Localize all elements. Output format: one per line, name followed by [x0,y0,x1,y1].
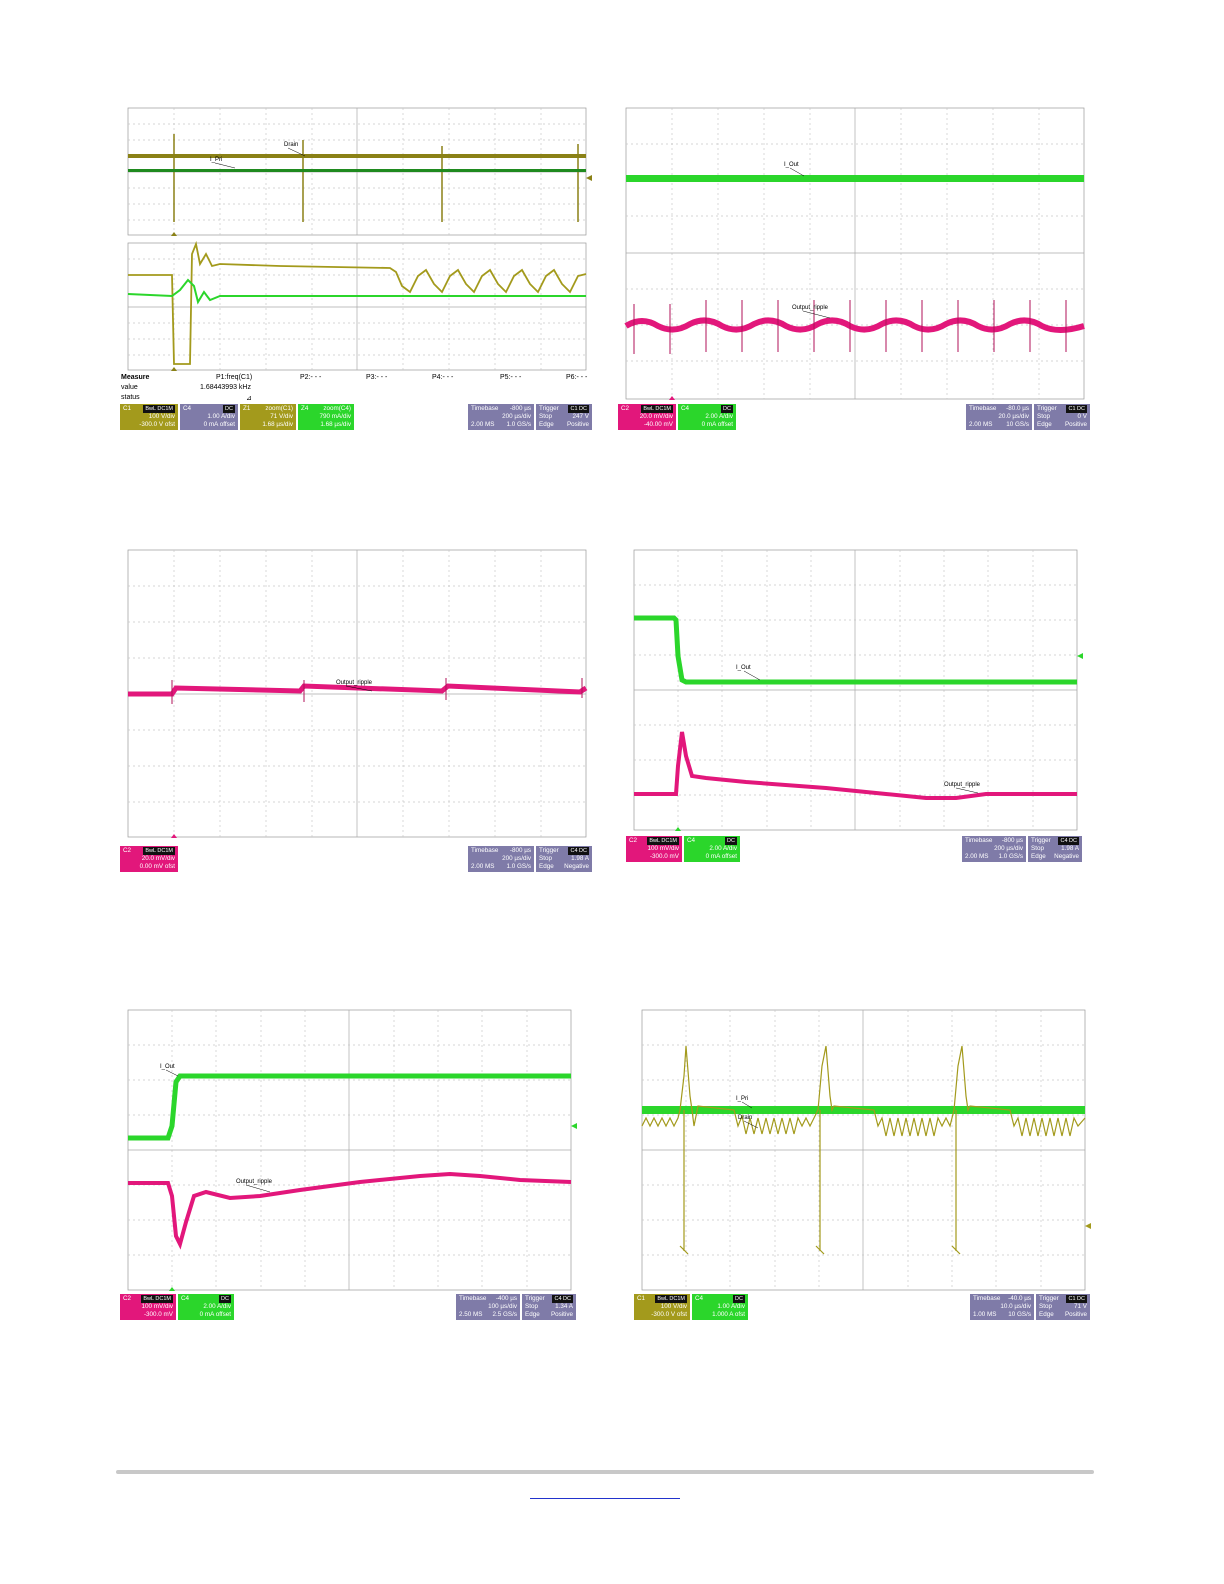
scope2-ripple-spikes [633,300,1067,354]
scope5-trigger-box: Trigger C4 DC Stop 1.34 A Edge Positive [522,1294,576,1320]
scope2-status-bar: C2 BwL DC1M 20.0 mV/div -40.00 mV C4 DC 2.0… [618,404,1090,430]
scope5-timebase-box: Timebase -400 µs 100 µs/div 2.50 MS 2.5 GS… [456,1294,520,1320]
measure-value-label: value [121,384,138,391]
scope1-grid-bottom [127,242,587,371]
scope4-grid [633,549,1078,831]
scope-capture-2: I_Out Output_ripple C2 BwL DC1M 20.0 mV/d… [618,104,1090,434]
scope5-screen: I_Out Output_ripple [127,1009,577,1291]
scope1-timebase-box: Timebase -800 µs 200 µs/div 2.00 MS 1.0 GS… [468,404,534,430]
scope1-z1-box: Z1 zoom(C1) 71 V/div 1.68 µs/div [240,404,296,430]
scope6-grid [641,1009,1086,1291]
scope1-trace-drain-top [128,134,586,222]
scope6-trace-ipri [642,1106,1085,1114]
scope6-label-ipri: I_Pri [736,1096,748,1102]
scope1-c4-box: C4 DC 1.00 A/div 0 mA offset [180,404,238,430]
scope4-label-ripple: Output_ripple [944,782,981,788]
scope6-status-bar: C1 BwL DC1M 100 V/div -300.0 V ofst C4 DC 1… [634,1294,1090,1320]
scope4-status-bar: C2 BwL DC1M 100 mV/div -300.0 mV C4 DC 2.00… [626,836,1082,862]
scope5-label-ripple: Output_ripple [236,1179,273,1185]
scope5-c2-box: C2 BwL DC1M 100 mV/div -300.0 mV [120,1294,176,1320]
measure-p3: P3:- - - [366,374,388,381]
scope3-label-ripple: Output_ripple [336,680,373,686]
scope1-status-bar: C1 BwL DC1M 100 V/div -300.0 V ofst C4 DC 1… [120,404,592,430]
scope4-trigger-box: Trigger C4 DC Stop 1.98 A Edge Negative [1028,836,1082,862]
scope4-screen: I_Out Output_ripple [633,549,1083,831]
measure-p4: P4:- - - [432,374,454,381]
scope4-trace-ripple [634,731,1077,800]
scope1-trace-drain-zoom [128,240,587,365]
measure-p1-value: 1.68443993 kHz [200,384,251,391]
scope2-trigger-box: Trigger C1 DC Stop 0 V Edge Positive [1034,404,1090,430]
scope-capture-3: Output_ripple C2 BwL DC1M 20.0 mV/div 0.00… [120,546,592,876]
scope6-trace-drain [641,1045,1086,1137]
scope-capture-4: I_Out Output_ripple C2 BwL DC1M 100 mV/di… [626,546,1086,876]
measure-status-label: status [121,394,140,401]
scope6-timebase-box: Timebase -40.0 µs 10.0 µs/div 1.00 MS 10 G… [970,1294,1034,1320]
scope5-c4-box: C4 DC 2.00 A/div 0 mA offset [178,1294,234,1320]
scope3-ripple-spikes [171,678,583,704]
scope5-grid [127,1009,572,1291]
scope1-z4-box: Z4 zoom(C4) 790 mA/div 1.68 µs/div [298,404,354,430]
scope2-screen: I_Out Output_ripple [624,107,1085,400]
measure-header: Measure [121,374,150,381]
scope1-trace-ipri-zoom [127,278,586,305]
scope-capture-1: Drain I_Pri Measure value status P1:freq… [120,104,592,434]
scope4-timebase-box: Timebase -800 µs 200 µs/div 2.00 MS 1.0 GS… [962,836,1026,862]
scope1-label-drain: Drain [284,142,298,148]
scope2-c2-box: C2 BwL DC1M 20.0 mV/div -40.00 mV [618,404,676,430]
scope2-label-ripple: Output_ripple [792,305,829,311]
measure-p6: P6:- - - [566,374,588,381]
scope1-trace-ipri-top [128,169,586,172]
scope2-label-iout: I_Out [784,162,799,168]
scope2-c4-box: C4 DC 2.00 A/div 0 mA offset [678,404,736,430]
scope6-drain-spikes [679,1110,961,1255]
scope-capture-6: I_Pri Drain C1 BwL DC1M 100 V/div -300.0 V… [634,1006,1094,1336]
scope6-c1-box: C1 BwL DC1M 100 V/div -300.0 V ofst [634,1294,690,1320]
scope1-c1-box: C1 BwL DC1M 100 V/div -300.0 V ofst [120,404,178,430]
scope3-c2-box: C2 BwL DC1M 20.0 mV/div 0.00 mV ofst [120,846,178,872]
measure-p1: P1:freq(C1) [216,374,253,381]
footer-link[interactable] [530,1488,680,1499]
scope3-screen: Output_ripple [127,549,588,838]
scope4-label-iout: I_Out [736,665,751,671]
scope4-trace-iout [634,615,1077,685]
scope-capture-5: I_Out Output_ripple C2 BwL DC1M 100 mV/di… [120,1006,580,1336]
scope6-label-drain: Drain [738,1115,752,1121]
scope1-trigger-box: Trigger C1 DC Stop 247 V Edge Positive [536,404,592,430]
scope2-grid [625,107,1085,400]
scope4-c4-box: C4 DC 2.00 A/div 0 mA offset [684,836,740,862]
scope3-grid [127,549,587,838]
scope4-c2-box: C2 BwL DC1M 100 mV/div -300.0 mV [626,836,682,862]
measure-p1-status: ⊿ [246,395,252,402]
measure-p5: P5:- - - [500,374,522,381]
scope3-trigger-box: Trigger C4 DC Stop 1.98 A Edge Negative [536,846,592,872]
scope1-label-ipri: I_Pri [210,157,222,163]
scope6-trigger-box: Trigger C1 DC Stop 71 V Edge Positive [1036,1294,1090,1320]
scope2-trace-iout [626,175,1084,182]
scope5-trace-iout [128,1073,571,1141]
scope5-status-bar: C2 BwL DC1M 100 mV/div -300.0 mV C4 DC 2.00… [120,1294,576,1320]
footer-divider [116,1470,1094,1474]
scope5-label-iout: I_Out [160,1064,175,1070]
scope1-screen: Drain I_Pri [127,107,592,371]
measure-p2: P2:- - - [300,374,322,381]
scope6-screen: I_Pri Drain [641,1009,1091,1291]
scope3-status-bar: C2 BwL DC1M 20.0 mV/div 0.00 mV ofst Timeb… [120,846,592,872]
scope5-trace-ripple [128,1171,572,1250]
scope6-c4-box: C4 DC 1.00 A/div 1.000 A ofst [692,1294,748,1320]
scope3-timebase-box: Timebase -800 µs 200 µs/div 2.00 MS 1.0 GS… [468,846,534,872]
scope2-timebase-box: Timebase -80.0 µs 20.0 µs/div 2.00 MS 10 G… [966,404,1032,430]
